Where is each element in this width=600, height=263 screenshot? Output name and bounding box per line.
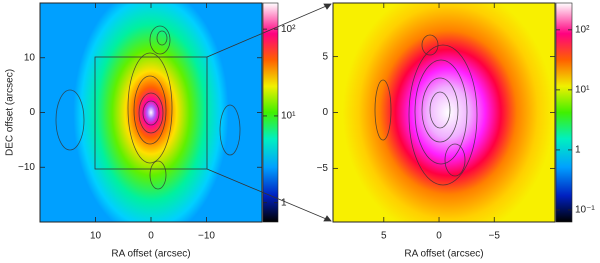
x-tick-label: −5 [489,231,501,242]
x-axis-label: RA offset (arcsec) [404,249,483,260]
x-tick-label: 0 [436,231,442,242]
zoom-box [94,56,208,170]
y-tick-label: 0 [322,107,328,118]
colorbar-tick-label: 10⁻¹ [575,205,595,216]
colorbar-tick-label: 1 [575,145,581,156]
x-tick-label: −10 [198,231,215,242]
colorbar-tick-label: 10¹ [575,85,590,96]
colorbar [555,2,573,223]
x-axis-label: RA offset (arcsec) [111,249,190,260]
heatmap [333,3,555,222]
zoom-arrows [206,3,332,222]
left-panel [39,2,279,223]
right-panel [332,2,573,223]
heatmap [40,3,262,222]
colorbar-tick-label: 10¹ [281,111,296,122]
contours [55,25,241,190]
contours [374,34,478,186]
x-tick-label: 10 [90,231,102,242]
y-tick-label: −10 [18,162,35,173]
x-tick-label: 0 [148,231,154,242]
colorbar [262,2,279,223]
y-tick-label: 5 [322,51,328,62]
colorbar-tick-label: 10² [281,24,296,35]
colorbar-tick-label: 1 [281,197,287,208]
colorbar-tick-label: 10² [575,24,590,35]
y-tick-label: −5 [317,163,329,174]
y-tick-label: 0 [29,107,35,118]
y-tick-label: 10 [24,52,36,63]
x-tick-label: 5 [381,231,387,242]
y-axis-label: DEC offset (arcsec) [5,69,16,156]
